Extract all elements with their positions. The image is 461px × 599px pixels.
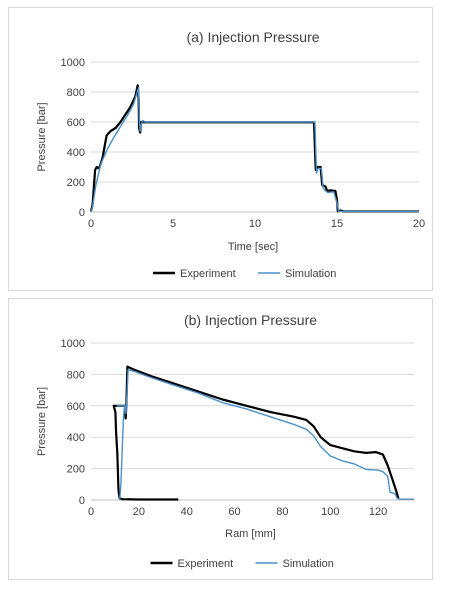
y-tick-label: 800 xyxy=(67,369,85,381)
series-line-experiment xyxy=(89,84,419,213)
legend-label-simulation: Simulation xyxy=(283,558,334,570)
y-tick-label: 0 xyxy=(79,207,85,219)
x-axis-label: Time [sec] xyxy=(228,241,278,253)
legend-label-simulation: Simulation xyxy=(285,268,336,280)
x-tick-label: 120 xyxy=(369,506,387,518)
y-tick-label: 200 xyxy=(67,177,85,189)
y-tick-label: 600 xyxy=(67,401,85,413)
x-tick-label: 20 xyxy=(413,218,425,230)
series-line-simulation xyxy=(90,86,419,213)
chart-b-svg: (b) Injection Pressure 0 200 400 600 800 1000 0… xyxy=(36,312,414,570)
x-tick-label: 15 xyxy=(331,218,343,230)
y-tick-label: 0 xyxy=(79,495,85,507)
x-tick-label: 20 xyxy=(133,506,145,518)
x-axis-label: Ram [mm] xyxy=(225,528,276,540)
y-axis-label: Pressure [bar] xyxy=(36,387,48,456)
y-tick-label: 400 xyxy=(67,147,85,159)
legend-label-experiment: Experiment xyxy=(180,268,236,280)
y-tick-label: 400 xyxy=(67,432,85,444)
chart-panel-a: (a) Injection Pressure 0 200 400 600 800 1000 0… xyxy=(8,7,433,291)
series-line-experiment xyxy=(112,365,400,501)
y-tick-label: 200 xyxy=(67,464,85,476)
y-tick-label: 600 xyxy=(67,117,85,129)
x-tick-label: 100 xyxy=(321,506,339,518)
y-tick-label: 1000 xyxy=(61,338,85,350)
x-tick-label: 10 xyxy=(249,218,261,230)
chart-panel-b: (b) Injection Pressure 0 200 400 600 800 1000 0… xyxy=(8,298,433,580)
series-line-simulation xyxy=(116,369,414,501)
legend-label-experiment: Experiment xyxy=(178,558,234,570)
chart-title: (a) Injection Pressure xyxy=(186,29,319,45)
legend: Experiment Simulation xyxy=(153,268,336,280)
x-tick-label: 5 xyxy=(170,218,176,230)
legend: Experiment Simulation xyxy=(150,558,334,570)
x-tick-label: 60 xyxy=(228,506,240,518)
chart-a-svg: (a) Injection Pressure 0 200 400 600 800 1000 0… xyxy=(36,29,425,280)
y-tick-label: 1000 xyxy=(61,57,85,69)
x-tick-label: 80 xyxy=(276,506,288,518)
y-axis-label: Pressure [bar] xyxy=(36,102,48,171)
x-tick-label: 40 xyxy=(181,506,193,518)
chart-title: (b) Injection Pressure xyxy=(184,312,317,328)
x-tick-label: 0 xyxy=(88,506,94,518)
y-tick-label: 800 xyxy=(67,87,85,99)
x-tick-label: 0 xyxy=(88,218,94,230)
